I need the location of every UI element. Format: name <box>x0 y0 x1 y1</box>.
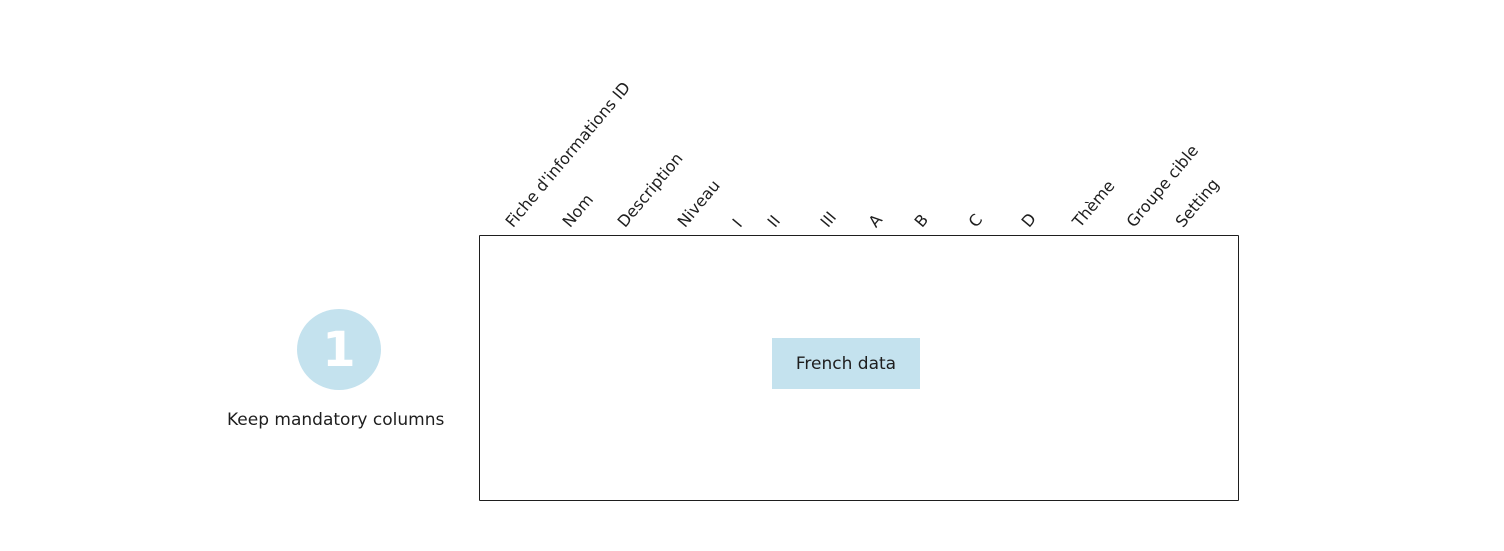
column-header: Nom <box>558 190 598 231</box>
column-header: C <box>964 210 987 231</box>
column-header: Niveau <box>673 176 724 231</box>
column-header: A <box>864 210 887 231</box>
step-caption: Keep mandatory columns <box>227 410 445 430</box>
step-number-badge: 1 <box>297 309 381 390</box>
column-header: B <box>910 210 933 231</box>
column-header: III <box>816 207 841 231</box>
column-header: D <box>1017 209 1040 231</box>
column-header: Setting <box>1171 174 1223 231</box>
table-frame <box>479 235 1239 501</box>
step-number: 1 <box>322 321 356 378</box>
column-header: II <box>763 211 785 231</box>
column-header: Thème <box>1068 176 1119 231</box>
column-header: I <box>728 215 747 231</box>
french-data-text: French data <box>795 353 897 374</box>
french-data-label: French data <box>772 338 920 389</box>
